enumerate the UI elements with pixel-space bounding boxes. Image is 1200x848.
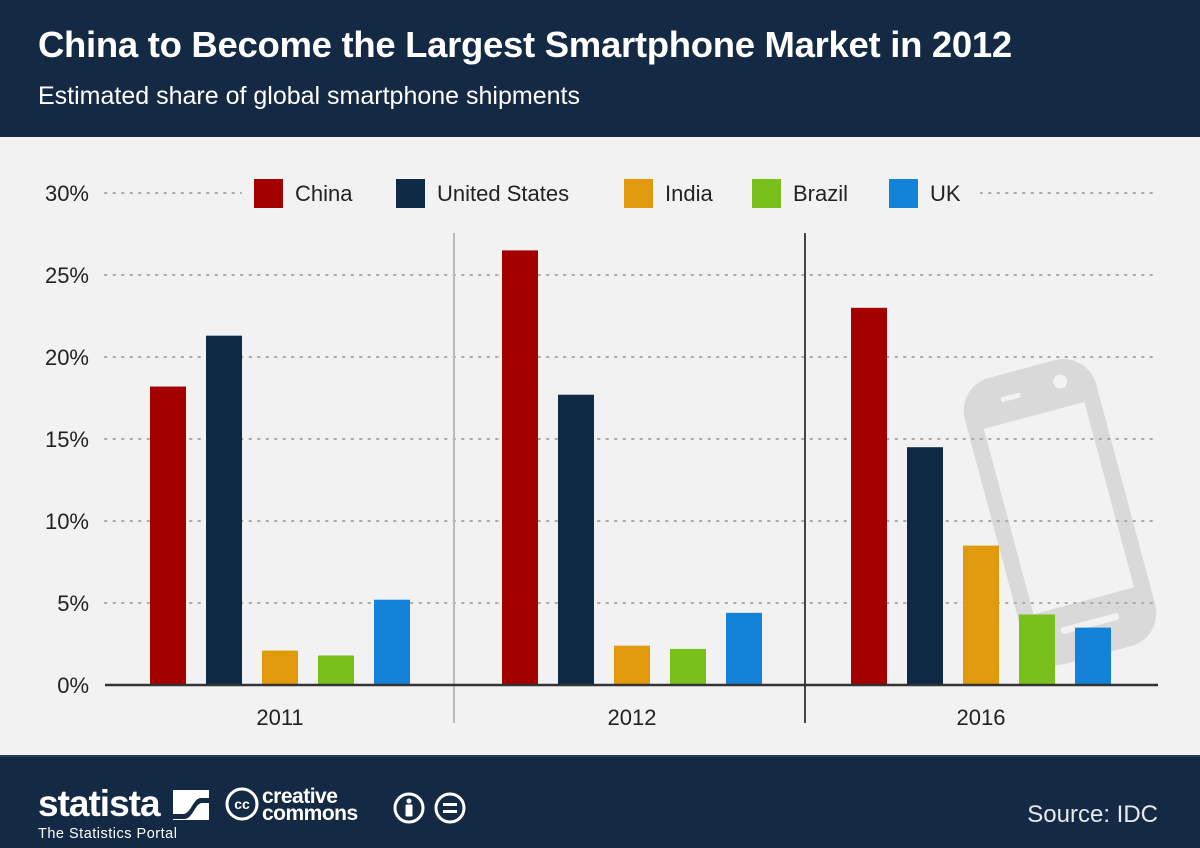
y-tick-label: 15% — [45, 427, 89, 452]
y-tick-label: 10% — [45, 509, 89, 534]
legend-item: United States — [396, 179, 569, 208]
footer: statista The Statistics Portal cc creati… — [0, 755, 1200, 848]
legend-swatch — [752, 179, 781, 208]
bar-uk-2016 — [1075, 627, 1111, 685]
legend-item: India — [624, 179, 713, 208]
statista-logo: statista — [38, 783, 161, 824]
y-tick-label: 0% — [57, 673, 89, 698]
x-tick-label: 2011 — [256, 705, 303, 730]
legend-swatch — [396, 179, 425, 208]
bar-united-states-2011 — [206, 335, 242, 685]
smartphone-icon — [963, 359, 1157, 665]
legend-item: China — [254, 179, 353, 208]
cc-line1: creative — [262, 785, 338, 808]
bar-uk-2011 — [374, 599, 410, 685]
bar-brazil-2012 — [670, 648, 706, 685]
x-tick-label: 2012 — [608, 705, 657, 730]
statista-tagline: The Statistics Portal — [38, 826, 178, 842]
chart-title: China to Become the Largest Smartphone M… — [38, 24, 1012, 65]
bar-india-2011 — [262, 650, 298, 685]
legend-item: UK — [889, 179, 961, 208]
attribution-icon — [393, 792, 425, 824]
bar-uk-2012 — [726, 612, 762, 685]
legend-background — [242, 175, 980, 211]
x-tick-label: 2016 — [957, 705, 1006, 730]
bar-india-2012 — [614, 645, 650, 685]
legend-item: Brazil — [752, 179, 848, 208]
cc-icon: cc — [225, 787, 259, 821]
statista-logo-icon — [173, 790, 209, 820]
legend-label: UK — [930, 181, 961, 206]
bar-brazil-2016 — [1019, 614, 1055, 685]
y-axis-ticks: 0% 5% 10% 15% 20% 25% 30% — [45, 181, 89, 698]
x-axis-ticks: 2011 2012 2016 — [256, 705, 1005, 730]
bar-united-states-2012 — [558, 394, 594, 685]
legend-label: Brazil — [793, 181, 848, 206]
bar-china-2011 — [150, 386, 186, 685]
no-derivatives-icon — [434, 792, 466, 824]
y-tick-label: 5% — [57, 591, 89, 616]
bar-china-2012 — [502, 250, 538, 685]
legend-swatch — [624, 179, 653, 208]
cc-line2: commons — [262, 802, 358, 825]
y-tick-label: 25% — [45, 263, 89, 288]
legend-label: China — [295, 181, 353, 206]
bars — [150, 250, 1111, 685]
legend-swatch — [889, 179, 918, 208]
y-tick-label: 30% — [45, 181, 89, 206]
svg-text:cc: cc — [234, 796, 250, 812]
legend-swatch — [254, 179, 283, 208]
bar-united-states-2016 — [907, 447, 943, 685]
y-tick-label: 20% — [45, 345, 89, 370]
source-label: Source: IDC — [1027, 801, 1158, 828]
bar-brazil-2011 — [318, 655, 354, 685]
header: China to Become the Largest Smartphone M… — [0, 0, 1200, 137]
legend-label: United States — [437, 181, 569, 206]
bar-india-2016 — [963, 545, 999, 685]
bar-china-2016 — [851, 307, 887, 685]
legend-label: India — [665, 181, 713, 206]
chart-subtitle: Estimated share of global smartphone shi… — [38, 82, 580, 110]
legend: China United States India Brazil UK — [242, 175, 980, 211]
creative-commons-text: creative commons — [262, 785, 358, 825]
chart: 0% 5% 10% 15% 20% 25% 30% 2011 2012 2016 China Un… — [45, 175, 1159, 730]
category-separators — [453, 233, 806, 723]
